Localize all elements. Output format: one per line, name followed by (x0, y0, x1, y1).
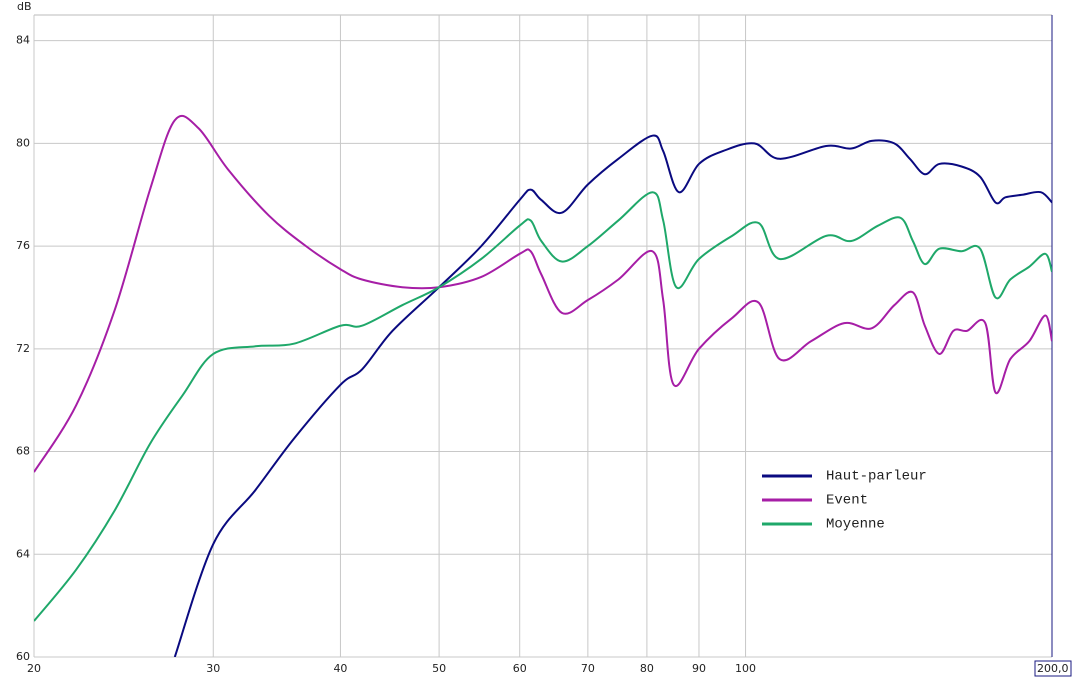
legend: Haut-parleur Event Moyenne (762, 469, 927, 533)
legend-label: Event (826, 493, 868, 509)
y-tick-label: 84 (16, 34, 30, 47)
x-tick-label: 90 (692, 662, 706, 675)
series-line (34, 191, 1052, 622)
legend-label: Moyenne (826, 517, 885, 533)
y-tick-label: 72 (16, 342, 30, 355)
x-tick-label: 100 (735, 662, 756, 675)
x-tick-label: 50 (432, 662, 446, 675)
y-tick-label: 76 (16, 239, 30, 252)
x-tick-box (1034, 660, 1072, 677)
series-line (173, 134, 1052, 657)
x-tick-label: 200,0 (1037, 662, 1069, 675)
series-line (34, 115, 1052, 473)
y-tick-label: 80 (16, 136, 30, 149)
x-tick-label: 60 (513, 662, 527, 675)
x-tick-label: 20 (27, 662, 41, 675)
y-tick-label: 68 (16, 445, 30, 458)
y-tick-label: 60 (16, 650, 30, 663)
y-axis-label: dB (17, 0, 32, 13)
x-tick-label: 80 (640, 662, 654, 675)
x-tick-label: 30 (206, 662, 220, 675)
legend-label: Haut-parleur (826, 469, 927, 485)
x-tick-label: 70 (581, 662, 595, 675)
y-tick-label: 64 (16, 547, 30, 560)
x-tick-label: 40 (333, 662, 347, 675)
